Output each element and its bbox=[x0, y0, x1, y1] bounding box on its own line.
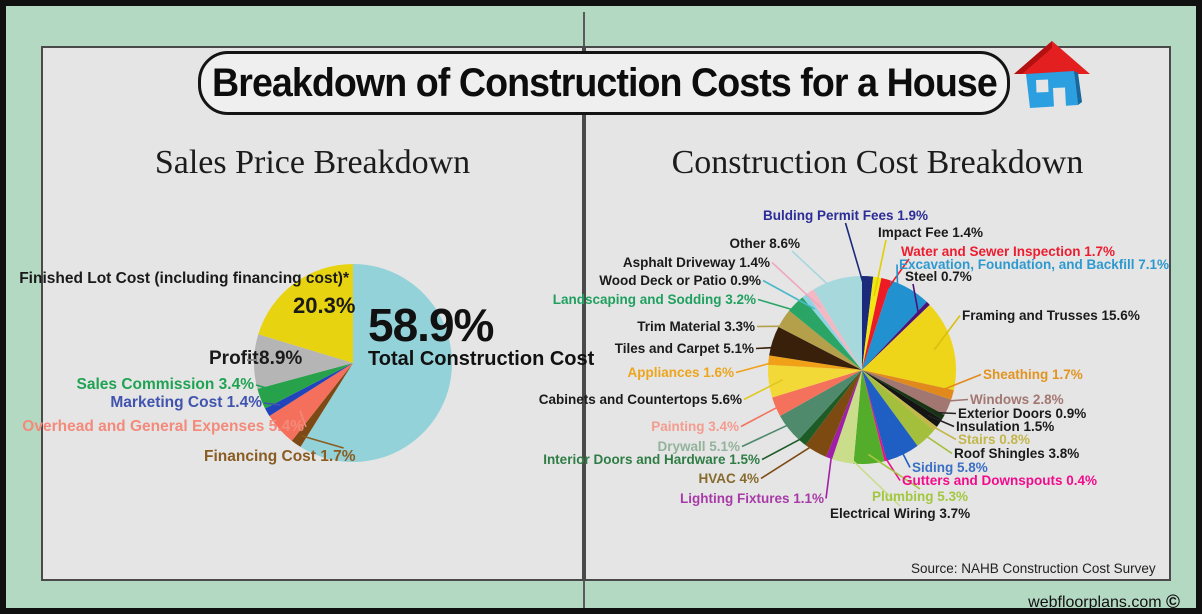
label-steel: Steel 0.7% bbox=[905, 269, 972, 284]
label-impact-fee: Impact Fee 1.4% bbox=[878, 225, 984, 240]
label-other: Other 8.6% bbox=[729, 236, 800, 251]
watermark: webfloorplans.com © bbox=[1028, 592, 1180, 613]
label-stairs: Stairs 0.8% bbox=[958, 432, 1031, 447]
label-painting: Painting 3.4% bbox=[651, 419, 739, 434]
callout-total-construction-pct: 58.9% bbox=[368, 299, 494, 351]
label-financing-cost: Financing Cost 1.7% bbox=[204, 448, 356, 465]
panel-divider-top bbox=[583, 12, 585, 46]
label-water-sewer-inspection: Water and Sewer Inspection 1.7% bbox=[901, 244, 1116, 259]
label-electrical-wiring: Electrical Wiring 3.7% bbox=[830, 506, 971, 521]
label-excavation-foundation-backfill: Excavation, Foundation, and Backfill 7.1… bbox=[899, 257, 1170, 272]
label-exterior-doors: Exterior Doors 0.9% bbox=[958, 406, 1087, 421]
label-landscaping-sodding: Landscaping and Sodding 3.2% bbox=[552, 292, 756, 307]
house-icon bbox=[1014, 41, 1090, 108]
label-gutters-downspouts: Gutters and Downspouts 0.4% bbox=[902, 473, 1098, 488]
watermark-text: webfloorplans.com bbox=[1028, 594, 1162, 611]
label-windows: Windows 2.8% bbox=[970, 392, 1064, 407]
construction-cost-panel-title: Construction Cost Breakdown bbox=[671, 144, 1084, 181]
label-overhead-expenses: Overhead and General Expenses 5.4% bbox=[22, 418, 304, 435]
label-marketing-cost: Marketing Cost 1.4% bbox=[110, 394, 262, 411]
sales-price-panel-title: Sales Price Breakdown bbox=[154, 144, 471, 181]
label-interior-doors-hardware: Interior Doors and Hardware 1.5% bbox=[543, 452, 760, 467]
label-siding: Siding 5.8% bbox=[912, 460, 988, 475]
label-building-permit-fees: Bulding Permit Fees 1.9% bbox=[763, 208, 929, 223]
source-note: Source: NAHB Construction Cost Survey bbox=[911, 561, 1156, 576]
label-hvac: HVAC 4% bbox=[698, 471, 759, 486]
callout-total-construction-label: Total Construction Cost bbox=[368, 348, 595, 370]
label-trim-material: Trim Material 3.3% bbox=[637, 319, 755, 334]
label-framing-and-trusses: Framing and Trusses 15.6% bbox=[962, 308, 1140, 323]
title-box: Breakdown of Construction Costs for a Ho… bbox=[198, 51, 1010, 115]
label-cabinets-countertops: Cabinets and Countertops 5.6% bbox=[538, 392, 742, 407]
label-plumbing: Plumbing 5.3% bbox=[872, 489, 969, 504]
label-tiles-and-carpet: Tiles and Carpet 5.1% bbox=[614, 341, 754, 356]
label-roof-shingles: Roof Shingles 3.8% bbox=[954, 446, 1080, 461]
panel-divider-bottom bbox=[583, 581, 585, 608]
label-finished-lot-pct: 20.3% bbox=[293, 293, 356, 318]
label-sales-commission: Sales Commission 3.4% bbox=[76, 376, 254, 393]
label-wood-deck-or-patio: Wood Deck or Patio 0.9% bbox=[599, 273, 761, 288]
profit-leader-dash bbox=[247, 359, 256, 361]
label-lighting-fixtures: Lighting Fixtures 1.1% bbox=[679, 491, 824, 506]
label-insulation: Insulation 1.5% bbox=[956, 419, 1055, 434]
label-profit: Profit bbox=[209, 348, 259, 369]
copyright-icon: © bbox=[1166, 592, 1180, 613]
label-profit-pct: 8.9% bbox=[259, 348, 303, 369]
label-appliances: Appliances 1.6% bbox=[627, 365, 734, 380]
label-drywall: Drywall 5.1% bbox=[657, 439, 740, 454]
label-finished-lot-cost: Finished Lot Cost (including financing c… bbox=[19, 270, 349, 287]
page-title: Breakdown of Construction Costs for a Ho… bbox=[211, 60, 998, 105]
label-sheathing: Sheathing 1.7% bbox=[983, 367, 1083, 382]
label-asphalt-driveway: Asphalt Driveway 1.4% bbox=[622, 255, 770, 270]
